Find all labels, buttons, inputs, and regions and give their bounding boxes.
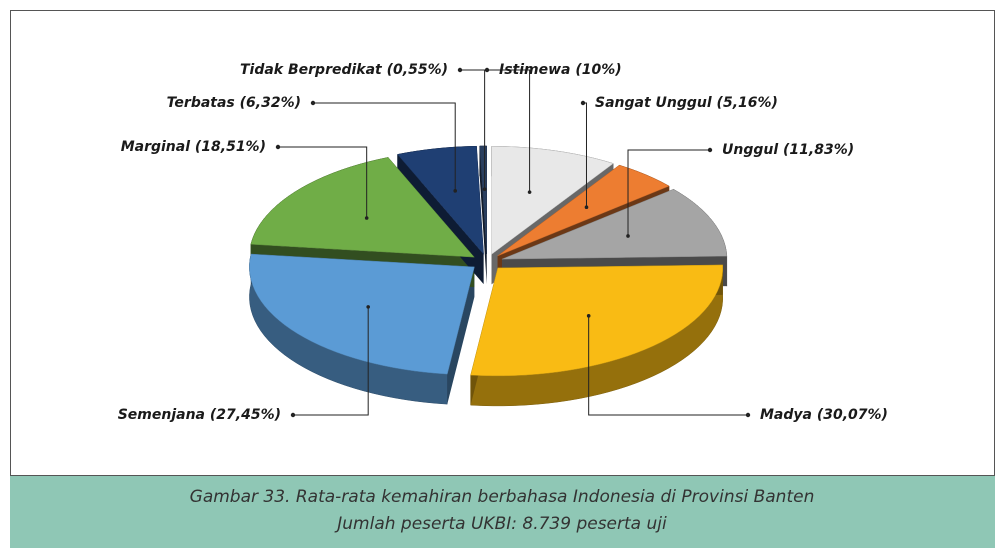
data-label: Sangat Unggul (5,16%)	[595, 95, 778, 111]
slice	[249, 253, 475, 375]
leader-line	[460, 69, 486, 190]
leader-dot	[290, 412, 296, 418]
data-label: Unggul (11,83%)	[722, 142, 854, 158]
slice	[491, 146, 614, 255]
slice	[470, 264, 723, 377]
leader-line	[588, 315, 748, 416]
leader-dot	[484, 67, 490, 73]
data-label: Marginal (18,51%)	[121, 139, 266, 155]
data-label: Tidak Berpredikat (0,55%)	[240, 62, 448, 78]
caption-line: Gambar 33. Rata-rata kemahiran berbahasa…	[190, 487, 815, 507]
slice	[250, 157, 475, 258]
leader-dot	[364, 216, 369, 220]
leader-line	[487, 69, 531, 193]
slice	[397, 145, 484, 255]
slice	[501, 188, 728, 260]
leader-dot	[457, 67, 463, 73]
caption-band	[10, 476, 995, 548]
leader-dot	[586, 314, 591, 318]
caption-line: Jumlah peserta UKBI: 8.739 peserta uji	[334, 514, 667, 534]
leader-dot	[482, 187, 487, 192]
slice-edge	[250, 157, 475, 288]
leader-dot	[584, 205, 589, 210]
leader-line	[627, 149, 710, 236]
leader-dot	[707, 147, 713, 153]
leader-dot	[745, 412, 751, 418]
leader-dot	[527, 190, 532, 194]
data-label: Madya (30,07%)	[760, 407, 888, 423]
leader-dot	[366, 305, 370, 309]
data-label: Terbatas (6,32%)	[167, 95, 301, 111]
leader-dot	[626, 234, 630, 238]
slice-edge	[479, 146, 487, 285]
leader-dot	[310, 100, 316, 106]
slice	[497, 164, 670, 257]
data-label: Semenjana (27,45%)	[118, 407, 281, 423]
data-label: Istimewa (10%)	[499, 62, 622, 78]
leader-line	[278, 146, 368, 219]
leader-line	[293, 306, 369, 416]
leader-dot	[275, 144, 281, 150]
leader-dot	[580, 100, 586, 106]
leader-dot	[453, 189, 458, 193]
leader-line	[313, 102, 456, 191]
